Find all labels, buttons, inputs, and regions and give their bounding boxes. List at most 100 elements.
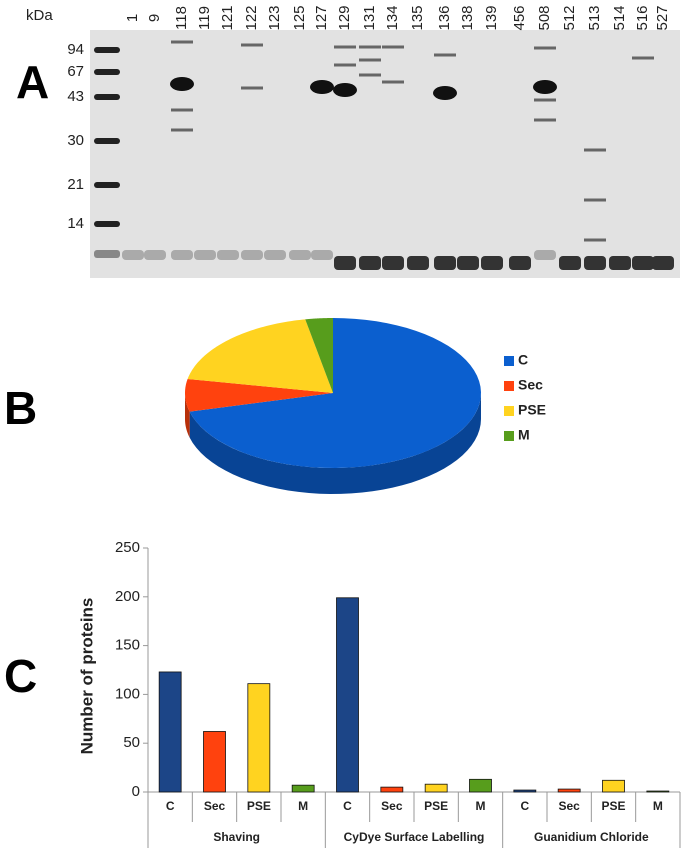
gel-band	[534, 46, 556, 50]
gel-band	[171, 108, 193, 112]
gel-band	[171, 250, 193, 260]
lane-label: 129	[336, 5, 353, 30]
x-tick-label: C	[166, 799, 175, 813]
y-tick-label: 150	[115, 637, 140, 654]
marker-label: 30	[67, 132, 84, 149]
gel-band	[559, 256, 581, 270]
lane-label: 138	[459, 5, 476, 30]
gel-band	[264, 250, 286, 260]
lane-label: 513	[586, 5, 603, 30]
lane-label: 119	[196, 6, 213, 30]
gel-band	[94, 69, 120, 75]
gel-band	[382, 45, 404, 49]
lane-label: 121	[219, 5, 236, 30]
lane-label: 125	[291, 5, 308, 30]
panel-label: C	[4, 650, 37, 702]
bar	[513, 789, 537, 793]
gel-band	[584, 238, 606, 242]
gel-band	[289, 250, 311, 260]
marker-label: 94	[67, 41, 84, 58]
y-tick-label: 250	[115, 539, 140, 556]
gel-band	[241, 86, 263, 90]
marker-label: 67	[67, 63, 84, 80]
gel-band	[534, 118, 556, 122]
legend-swatch	[504, 381, 514, 391]
gel-band	[170, 77, 194, 91]
lane-label: 123	[266, 5, 283, 30]
gel-band	[144, 250, 166, 260]
lane-label: 122	[243, 5, 260, 30]
legend-label: PSE	[518, 402, 546, 418]
bar	[336, 597, 359, 793]
lane-label: 135	[409, 5, 426, 30]
gel-band	[632, 256, 654, 270]
gel-band	[194, 250, 216, 260]
legend-label: C	[518, 352, 528, 368]
lane-label: 516	[634, 5, 651, 30]
x-tick-label: Sec	[381, 799, 403, 813]
gel-band	[217, 250, 239, 260]
group-label: CyDye Surface Labelling	[344, 830, 485, 844]
x-tick-label: Sec	[204, 799, 226, 813]
x-tick-label: PSE	[247, 799, 271, 813]
gel-band	[311, 250, 333, 260]
legend-swatch	[504, 356, 514, 366]
gel-band	[94, 138, 120, 144]
gel-band	[171, 40, 193, 44]
gel-band	[481, 256, 503, 270]
x-tick-label: M	[298, 799, 308, 813]
gel-band	[122, 250, 144, 260]
pie-side	[185, 393, 190, 438]
panel-label: A	[16, 56, 49, 108]
pie-side	[189, 393, 481, 494]
y-tick-label: 50	[123, 734, 140, 751]
x-tick-label: M	[476, 799, 486, 813]
gel-band	[407, 256, 429, 270]
lane-label: 508	[536, 5, 553, 30]
gel-band	[94, 182, 120, 188]
lane-label: 456	[511, 5, 528, 30]
gel-band	[310, 80, 334, 94]
lane-label: 514	[611, 5, 628, 30]
gel-band	[509, 256, 531, 270]
gel-band	[584, 256, 606, 270]
x-tick-label: C	[520, 799, 529, 813]
gel	[90, 30, 680, 278]
marker-label: 21	[67, 176, 84, 193]
group-label: Shaving	[213, 830, 260, 844]
gel-band	[94, 250, 120, 258]
gel-band	[333, 83, 357, 97]
gel-band	[241, 250, 263, 260]
pie-slice	[185, 378, 333, 412]
gel-band	[334, 63, 356, 67]
lane-label: 131	[361, 5, 378, 30]
bar	[424, 783, 448, 793]
gel-band	[359, 58, 381, 62]
bar	[380, 786, 404, 793]
gel-band	[534, 98, 556, 102]
y-axis-title: Number of proteins	[77, 598, 96, 755]
panel-label: B	[4, 382, 37, 434]
bar	[602, 779, 625, 793]
gel-unit: kDa	[26, 7, 53, 24]
bar	[203, 731, 226, 793]
pie-slice	[305, 318, 333, 393]
gel-band	[359, 73, 381, 77]
gel-band	[584, 148, 606, 152]
gel-band	[652, 256, 674, 270]
bar	[557, 788, 581, 793]
lane-label: 9	[146, 14, 163, 22]
pie-slice	[189, 318, 481, 468]
x-tick-label: C	[343, 799, 352, 813]
gel-band	[584, 198, 606, 202]
gel-band	[534, 250, 556, 260]
gel-band	[434, 53, 456, 57]
lane-label: 1	[124, 14, 141, 22]
x-tick-label: M	[653, 799, 663, 813]
gel-band	[457, 256, 479, 270]
lane-label: 136	[436, 5, 453, 30]
legend-label: Sec	[518, 377, 543, 393]
gel-band	[334, 256, 356, 270]
marker-label: 14	[67, 215, 84, 232]
